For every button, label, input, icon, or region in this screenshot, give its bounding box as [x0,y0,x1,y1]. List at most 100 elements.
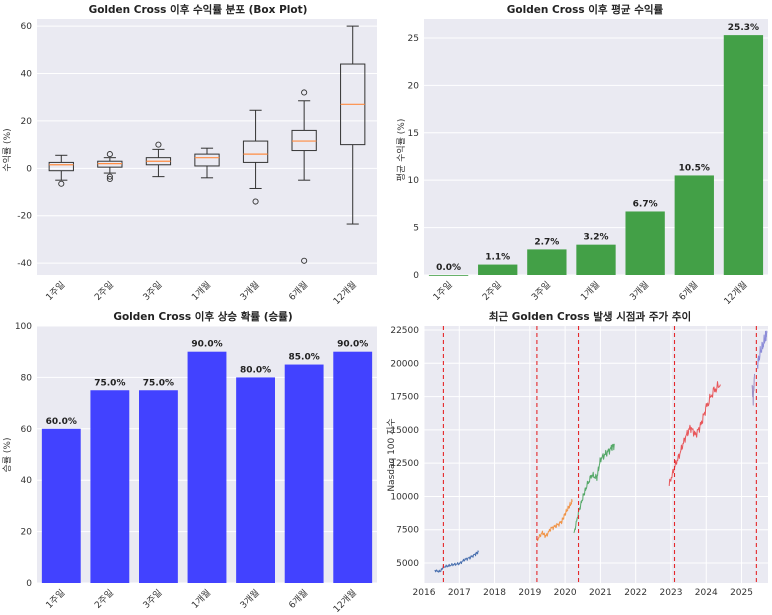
box-5 [242,109,269,205]
avg-return-ylabel: 평균 수익률 (%) [395,119,407,182]
win-rate-bar [187,351,227,583]
timeseries-xtick-label: 2017 [448,588,471,598]
avg-return-panel: Golden Cross 이후 평균 수익률 평균 수익률 (%) 0 5 10 15… [395,3,768,307]
win-rate-ytick-label: 60 [21,425,33,435]
avg-return-ytick-label: 5 [413,224,419,234]
boxplot-title: Golden Cross 이후 수익률 분포 (Box Plot) [89,3,308,16]
timeseries-ytick-label: 15000 [390,426,419,436]
win-rate-data-label: 90.0% [337,340,368,350]
timeseries-ytick-label: 5000 [396,559,419,569]
boxplot-xtick-label: 1주일 [44,279,68,303]
avg-return-xtick-label: 3개월 [627,279,651,303]
timeseries-ylabel: Nasdaq 100 지수 [386,418,397,491]
box-outlier [58,180,65,187]
avg-return-data-label: 10.5% [679,163,710,173]
timeseries-ytick-label: 17500 [390,393,419,403]
avg-return-xtick-label: 2주일 [480,279,504,303]
win-rate-ytick-label: 100 [15,322,32,332]
win-rate-bar [333,351,373,583]
price-series-1 [434,550,479,573]
avg-return-data-label: 3.2% [584,233,609,243]
win-rate-ytick-label: 40 [21,476,33,486]
avg-return-ytick-label: 10 [408,176,420,186]
boxplot-ytick-label: 40 [21,70,33,80]
avg-return-data-label: 1.1% [485,253,510,263]
avg-return-xtick-label: 12개월 [721,279,749,307]
avg-return-bar [674,175,714,275]
boxplot-ytick-label: 60 [21,22,33,32]
box-2 [97,151,123,183]
timeseries-xtick-label: 2018 [483,588,506,598]
box-body [48,161,74,172]
box-body [242,140,269,163]
timeseries-xtick-label: 2021 [589,588,612,598]
timeseries-ytick-label: 12500 [390,459,419,469]
timeseries-xtick-label: 2020 [554,588,577,598]
win-rate-xtick-label: 3개월 [237,587,261,611]
win-rate-data-label: 75.0% [94,378,125,388]
boxplot-xtick-label: 12개월 [331,279,359,307]
win-rate-bar [284,364,324,583]
win-rate-data-label: 75.0% [143,378,174,388]
avg-return-bar [527,249,567,275]
avg-return-data-label: 6.7% [633,199,658,209]
timeseries-xtick-label: 2025 [730,588,753,598]
timeseries-xtick-label: 2024 [695,588,718,598]
timeseries-xtick-label: 2022 [624,588,647,598]
box-4 [194,147,220,179]
win-rate-title: Golden Cross 이후 상승 확률 (승률) [113,310,292,323]
win-rate-bar [236,377,275,583]
win-rate-panel: Golden Cross 이후 상승 확률 (승률) 승률 (%) 0 20 40 6… [2,310,377,615]
price-series-5 [751,373,756,406]
avg-return-bar [576,244,616,275]
box-7 [340,25,366,225]
price-series-4 [668,381,721,486]
win-rate-bar [139,390,178,583]
boxplot-ylabel: 수익률 (%) [1,128,13,171]
box-6 [291,89,317,264]
boxplot-xtick-label: 3주일 [141,279,165,303]
avg-return-xtick-label: 3주일 [529,279,553,303]
box-3 [145,141,172,178]
avg-return-ytick-label: 20 [408,81,420,91]
avg-return-xtick-label: 1주일 [431,279,455,303]
boxplot-ytick-label: -20 [17,212,32,222]
win-rate-xtick-label: 1주일 [44,587,68,611]
boxplot-panel: Golden Cross 이후 수익률 분포 (Box Plot) 수익률 (%… [1,3,377,307]
box-outlier [301,89,308,96]
box-outlier [252,198,259,205]
win-rate-xtick-label: 3주일 [141,587,165,611]
win-rate-ylabel: 승률 (%) [2,438,13,473]
avg-return-title: Golden Cross 이후 평균 수익률 [507,3,664,16]
win-rate-ytick-label: 20 [21,528,33,538]
avg-return-bar [625,211,665,275]
box-outlier [155,141,162,148]
box-1 [48,154,74,187]
win-rate-xtick-label: 2주일 [92,587,116,611]
box-outlier [106,175,113,183]
price-series-3 [573,443,615,534]
price-series-2 [536,498,573,542]
timeseries-ytick-label: 20000 [390,359,419,369]
boxplot-ytick-label: -40 [17,259,32,269]
win-rate-data-label: 80.0% [240,365,271,375]
timeseries-panel: 최근 Golden Cross 발생 시점과 주가 추이 Nasdaq 100 … [386,310,768,598]
win-rate-bar [90,390,130,583]
avg-return-ytick-label: 15 [408,129,419,139]
avg-return-bar [428,275,469,276]
boxplot-xtick-label: 2주일 [92,279,116,303]
box-outlier [106,151,113,158]
win-rate-xtick-label: 12개월 [331,587,359,615]
timeseries-xtick-label: 2023 [660,588,683,598]
win-rate-data-label: 60.0% [46,417,77,427]
boxplot-plot-area [37,19,377,275]
win-rate-xtick-label: 1개월 [189,587,213,611]
boxplot-ytick-label: 0 [26,164,32,174]
win-rate-data-label: 90.0% [191,340,222,350]
boxplot-xtick-label: 1개월 [189,279,213,303]
win-rate-ytick-label: 0 [26,579,32,589]
timeseries-plot-area [424,326,768,583]
price-series-6 [756,330,768,369]
avg-return-data-label: 2.7% [534,237,559,247]
